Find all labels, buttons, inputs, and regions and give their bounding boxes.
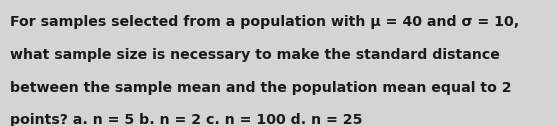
Text: For samples selected from a population with μ = 40 and σ = 10,: For samples selected from a population w… <box>10 15 519 29</box>
Text: between the sample mean and the population mean equal to 2: between the sample mean and the populati… <box>10 81 512 95</box>
Text: what sample size is necessary to make the standard distance: what sample size is necessary to make th… <box>10 48 500 62</box>
Text: points? a. n = 5 b. n = 2 c. n = 100 d. n = 25: points? a. n = 5 b. n = 2 c. n = 100 d. … <box>10 113 363 126</box>
